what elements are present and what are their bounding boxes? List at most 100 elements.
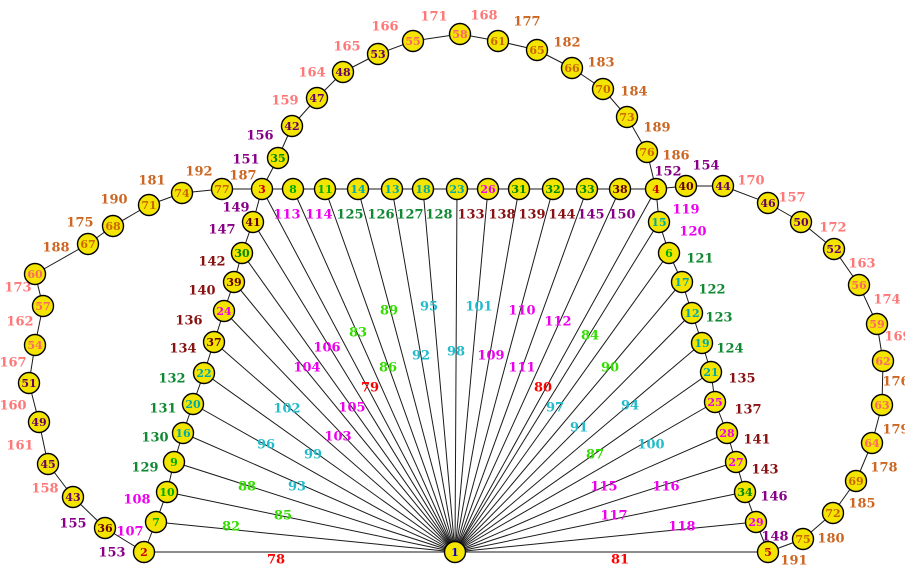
node-circle-32 bbox=[541, 177, 565, 201]
node-label-16: 16 bbox=[175, 427, 191, 440]
node-62: 62 bbox=[871, 349, 895, 373]
edge-label-191: 191 bbox=[780, 554, 807, 569]
node-16: 16 bbox=[171, 421, 195, 445]
node-label-33: 33 bbox=[579, 183, 594, 196]
edge-label-101: 101 bbox=[465, 300, 492, 315]
edge-1-19 bbox=[454, 342, 703, 553]
node-17: 17 bbox=[670, 270, 694, 294]
edge-label-111: 111 bbox=[508, 361, 535, 376]
node-label-49: 49 bbox=[31, 416, 46, 429]
node-label-66: 66 bbox=[564, 62, 580, 75]
edge-label-137: 137 bbox=[734, 403, 761, 418]
edge-label-174: 174 bbox=[873, 293, 900, 308]
edge-label-155: 155 bbox=[59, 517, 86, 532]
node-4: 4 bbox=[644, 177, 668, 201]
node-circle-7 bbox=[144, 510, 168, 534]
edge-label-122: 122 bbox=[698, 283, 725, 298]
edge-label-150: 150 bbox=[608, 208, 635, 223]
node-circle-42 bbox=[280, 114, 304, 138]
node-label-24: 24 bbox=[216, 305, 232, 318]
node-label-19: 19 bbox=[694, 337, 709, 350]
node-circle-61 bbox=[486, 29, 510, 53]
node-circle-59 bbox=[865, 312, 889, 336]
node-11: 11 bbox=[313, 177, 337, 201]
node-label-37: 37 bbox=[206, 336, 221, 349]
node-circle-13 bbox=[380, 177, 404, 201]
edge-label-119: 119 bbox=[672, 203, 699, 218]
edge-label-192: 192 bbox=[185, 165, 212, 180]
node-label-5: 5 bbox=[764, 546, 772, 559]
node-circle-60 bbox=[23, 262, 47, 286]
node-49: 49 bbox=[27, 410, 51, 434]
graph-edges bbox=[28, 33, 884, 553]
node-21: 21 bbox=[699, 360, 723, 384]
node-label-9: 9 bbox=[170, 456, 178, 469]
node-label-40: 40 bbox=[678, 180, 694, 193]
edge-label-156: 156 bbox=[246, 129, 273, 144]
node-circle-11 bbox=[313, 177, 337, 201]
node-label-31: 31 bbox=[511, 183, 526, 196]
edge-1-9 bbox=[173, 461, 456, 553]
node-label-4: 4 bbox=[652, 183, 660, 196]
node-circle-64 bbox=[860, 431, 884, 455]
edge-1-29 bbox=[454, 521, 757, 553]
edge-label-94: 94 bbox=[621, 399, 639, 414]
node-24: 24 bbox=[212, 299, 236, 323]
edge-label-110: 110 bbox=[508, 304, 535, 319]
node-label-71: 71 bbox=[141, 199, 156, 212]
node-circle-57 bbox=[31, 294, 55, 318]
edge-1-8 bbox=[292, 188, 456, 553]
edge-label-96: 96 bbox=[257, 438, 275, 453]
edge-label-132: 132 bbox=[158, 372, 185, 387]
node-label-57: 57 bbox=[35, 300, 50, 313]
node-label-67: 67 bbox=[80, 238, 95, 251]
node-label-76: 76 bbox=[639, 146, 655, 159]
node-label-46: 46 bbox=[760, 197, 776, 210]
node-label-72: 72 bbox=[825, 507, 840, 520]
edge-1-38 bbox=[454, 188, 621, 553]
node-1: 1 bbox=[443, 540, 467, 564]
edge-label-167: 167 bbox=[0, 356, 27, 371]
edge-label-108: 108 bbox=[123, 493, 150, 508]
edge-1-11 bbox=[324, 188, 456, 553]
node-circle-16 bbox=[171, 421, 195, 445]
edge-label-121: 121 bbox=[686, 252, 713, 267]
edge-label-138: 138 bbox=[488, 208, 515, 223]
edge-label-183: 183 bbox=[587, 56, 614, 71]
node-circle-49 bbox=[27, 410, 51, 434]
node-38: 38 bbox=[608, 177, 632, 201]
edge-label-82: 82 bbox=[222, 520, 240, 535]
edge-label-98: 98 bbox=[447, 345, 465, 360]
edge-label-90: 90 bbox=[601, 361, 619, 376]
node-label-60: 60 bbox=[27, 268, 43, 281]
edge-label-112: 112 bbox=[544, 315, 571, 330]
node-circle-34 bbox=[733, 480, 757, 504]
node-32: 32 bbox=[541, 177, 565, 201]
node-67: 67 bbox=[76, 232, 100, 256]
node-label-35: 35 bbox=[270, 152, 285, 165]
node-22: 22 bbox=[192, 361, 216, 385]
node-label-11: 11 bbox=[317, 183, 332, 196]
node-label-47: 47 bbox=[309, 92, 324, 105]
edge-label-92: 92 bbox=[412, 349, 430, 364]
edge-label-188: 188 bbox=[42, 241, 69, 256]
node-39: 39 bbox=[222, 270, 246, 294]
edge-label-160: 160 bbox=[0, 399, 27, 414]
edge-1-15 bbox=[454, 221, 660, 553]
edge-1-24 bbox=[223, 310, 456, 553]
node-77: 77 bbox=[210, 177, 234, 201]
node-circle-2 bbox=[132, 540, 156, 564]
edge-label-81: 81 bbox=[611, 553, 629, 568]
node-circle-29 bbox=[744, 510, 768, 534]
node-label-59: 59 bbox=[869, 318, 884, 331]
edge-label-99: 99 bbox=[304, 448, 322, 463]
node-label-2: 2 bbox=[140, 546, 148, 559]
node-76: 76 bbox=[635, 140, 659, 164]
node-circle-23 bbox=[445, 177, 469, 201]
edge-label-139: 139 bbox=[518, 208, 545, 223]
node-circle-50 bbox=[789, 210, 813, 234]
edge-label-95: 95 bbox=[420, 300, 438, 315]
edge-label-164: 164 bbox=[298, 66, 325, 81]
edge-1-10 bbox=[166, 491, 456, 553]
node-7: 7 bbox=[144, 510, 168, 534]
